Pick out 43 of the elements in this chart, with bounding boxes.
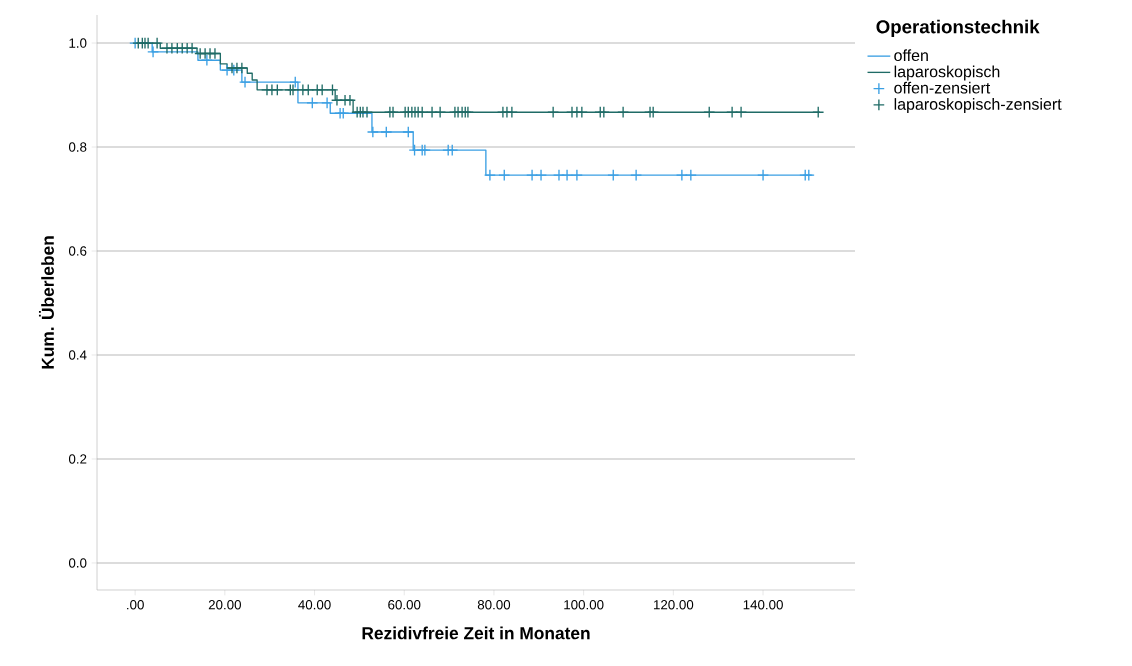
point: [380, 125, 393, 138]
point: [147, 45, 160, 58]
point: [675, 169, 688, 182]
point: [306, 96, 319, 109]
point: [535, 169, 548, 182]
legend-label: laparoskopisch-zensiert: [894, 98, 1062, 114]
legend-title: Operationstechnik: [876, 19, 1040, 38]
point: [402, 125, 415, 138]
legend-label: laparoskopisch: [894, 65, 1000, 81]
point: [321, 96, 334, 109]
y-axis-title: Kum. Überleben: [38, 236, 54, 369]
point: [200, 54, 213, 67]
point: [607, 169, 620, 182]
point: [561, 169, 574, 182]
x-tick-label: 60.00: [388, 600, 421, 610]
y-tick-label: 0.6: [68, 246, 87, 256]
y-tick-label: 0.4: [68, 350, 87, 360]
point: [684, 169, 697, 182]
point: [570, 169, 583, 182]
legend-label: offen-zensiert: [894, 81, 991, 94]
point: [757, 169, 770, 182]
x-tick-label: 40.00: [298, 600, 331, 610]
point: [366, 125, 379, 138]
x-tick-label: 100.00: [564, 600, 604, 610]
point: [498, 169, 511, 182]
legend-label: offen: [894, 49, 928, 62]
x-tick-label: 120.00: [653, 600, 694, 610]
point: [239, 76, 252, 89]
point: [446, 144, 459, 157]
x-tick-label: .00: [127, 600, 144, 610]
y-tick-label: 1.0: [69, 38, 87, 48]
x-tick-label: 80.00: [477, 600, 511, 610]
y-tick-label: 0.2: [68, 454, 87, 464]
y-tick-label: 0.8: [68, 142, 87, 152]
x-tick-label: 20.00: [208, 600, 241, 610]
point: [630, 169, 643, 182]
point: [483, 169, 496, 182]
y-tick-label: 0.0: [68, 558, 87, 568]
point: [289, 76, 302, 89]
point: [552, 169, 565, 182]
x-axis-title: Rezidivfreie Zeit in Monaten: [362, 626, 590, 640]
point: [526, 169, 539, 182]
x-tick-label: 140.00: [743, 600, 783, 610]
